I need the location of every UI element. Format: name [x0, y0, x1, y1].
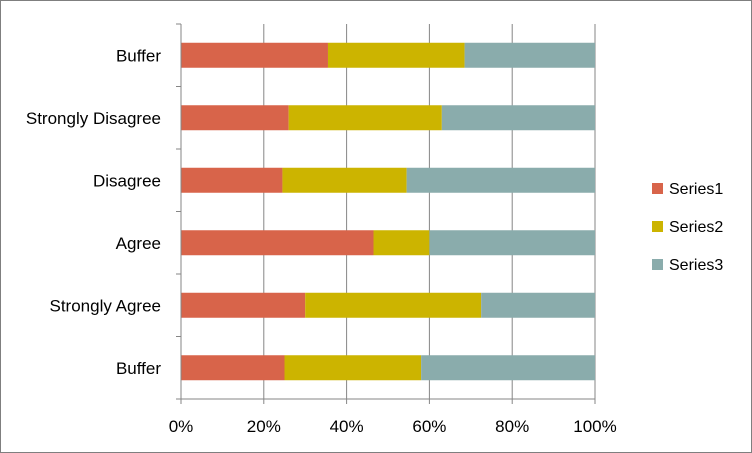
bar-series3-row4 — [406, 167, 595, 193]
x-tick-labels: 0% 20% 40% 60% 80% 100% — [169, 417, 617, 436]
category-labels: Buffer Strongly Agree Agree Disagree Strongl… — [26, 46, 161, 378]
bar-series1-row3 — [181, 230, 374, 256]
x-tick-label: 100% — [573, 417, 616, 436]
bar-series3-row6 — [464, 42, 595, 68]
legend-swatch-series2 — [652, 221, 663, 232]
bar-series2-row2 — [305, 292, 482, 318]
category-label: Buffer — [116, 359, 161, 378]
x-tick-label: 80% — [495, 417, 529, 436]
bar-series3-row3 — [429, 230, 595, 256]
bar-series1-row2 — [181, 292, 306, 318]
x-tick-label: 60% — [412, 417, 446, 436]
legend-label-series3: Series3 — [669, 257, 723, 274]
bar-series2-row5 — [288, 105, 442, 131]
legend-label-series2: Series2 — [669, 219, 723, 236]
category-label: Buffer — [116, 46, 161, 65]
x-tick-label: 0% — [169, 417, 194, 436]
bar-series1-row4 — [181, 167, 283, 193]
legend-swatch-series3 — [652, 259, 663, 270]
legend-label-series1: Series1 — [669, 181, 723, 198]
x-tick-label: 40% — [330, 417, 364, 436]
legend-swatch-series1 — [652, 183, 663, 194]
axes — [176, 23, 596, 404]
bar-series3-row2 — [481, 292, 595, 318]
x-tick-label: 20% — [247, 417, 281, 436]
bar-series1-row1 — [181, 355, 285, 381]
legend: Series1 Series2 Series3 — [652, 181, 723, 274]
bar-series1-row6 — [181, 42, 328, 68]
bar-series2-row4 — [282, 167, 407, 193]
bar-series1-row5 — [181, 105, 289, 131]
bar-series3-row1 — [421, 355, 595, 381]
category-label: Strongly Agree — [49, 296, 161, 315]
bar-series2-row3 — [373, 230, 430, 256]
gridlines — [263, 24, 596, 399]
bars — [181, 42, 595, 381]
bar-series2-row6 — [327, 42, 465, 68]
category-label: Disagree — [93, 171, 161, 190]
bar-series3-row5 — [441, 105, 595, 131]
category-label: Agree — [116, 234, 161, 253]
bar-series2-row1 — [284, 355, 422, 381]
category-label: Strongly Disagree — [26, 109, 161, 128]
